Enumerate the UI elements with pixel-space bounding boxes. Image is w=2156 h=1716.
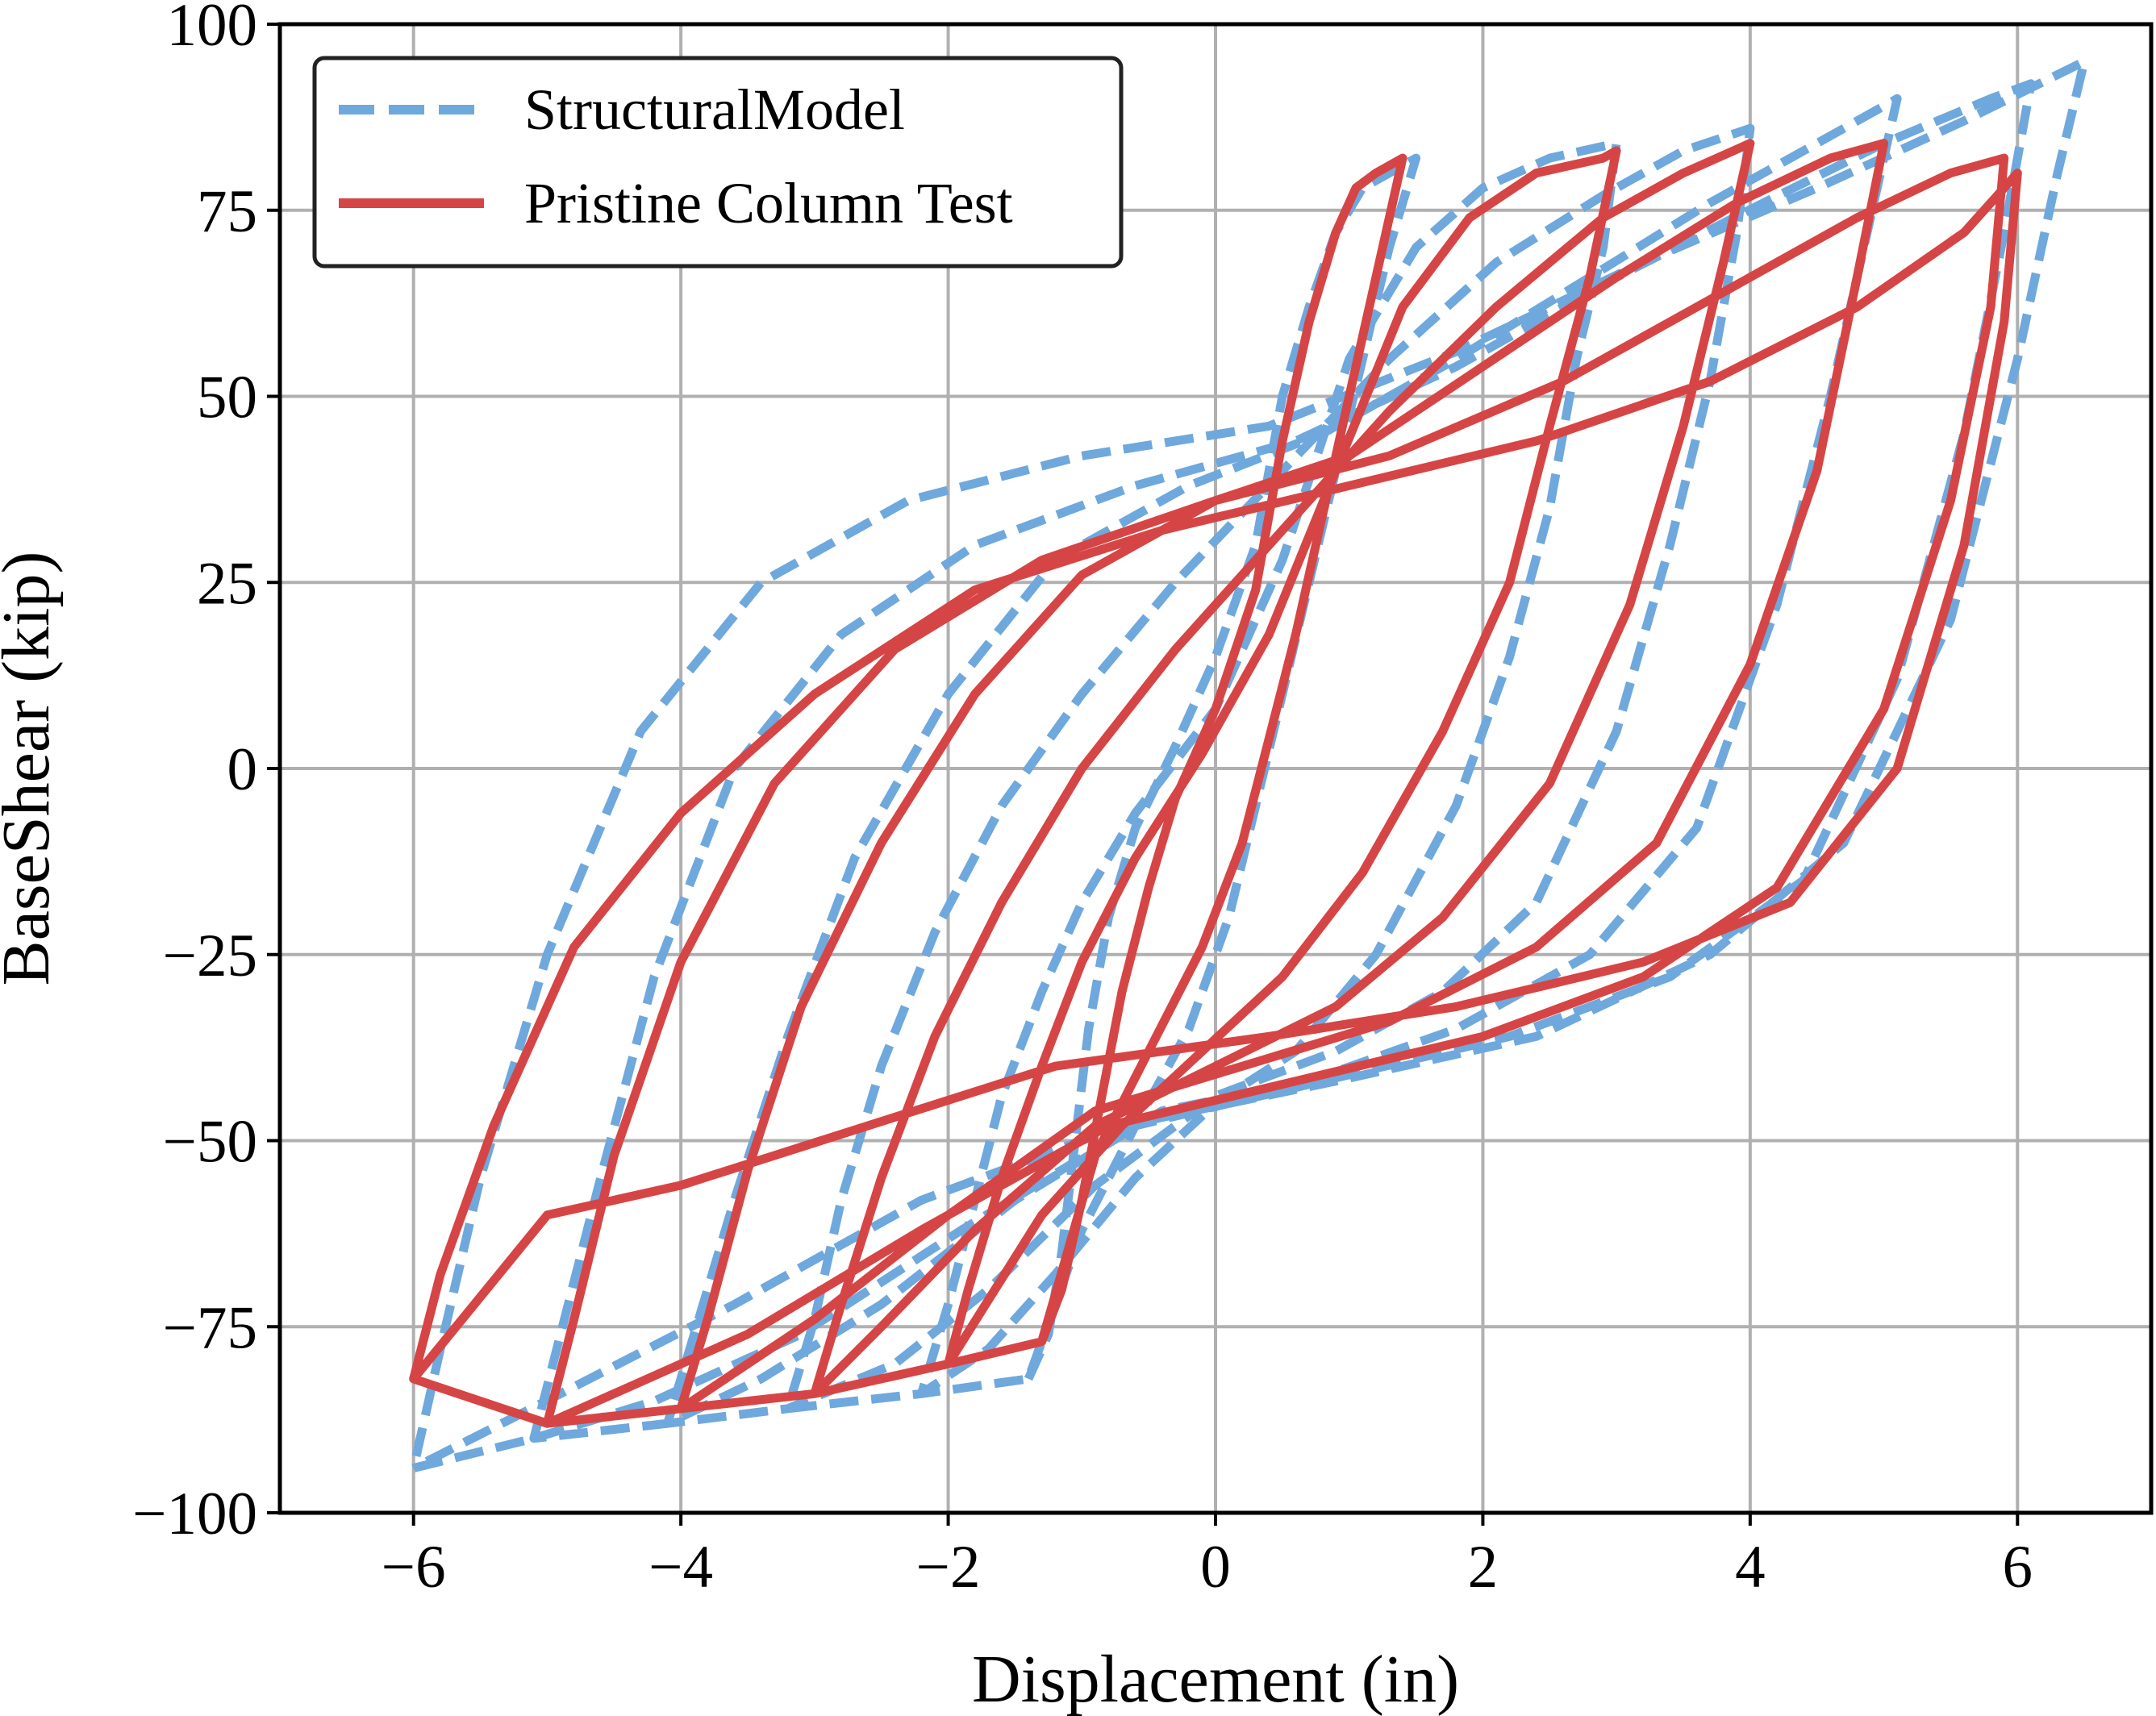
y-tick-label: 50 xyxy=(197,364,257,431)
y-tick-label: 100 xyxy=(167,0,258,59)
y-tick-label: −50 xyxy=(163,1109,257,1176)
x-tick-label: −2 xyxy=(916,1534,981,1601)
x-tick-label: 0 xyxy=(1200,1534,1231,1601)
x-tick-label: −6 xyxy=(382,1534,446,1601)
x-tick-label: 4 xyxy=(1735,1534,1766,1601)
plot-series xyxy=(409,56,2089,1473)
legend-box xyxy=(312,56,1124,269)
x-tick-label: 2 xyxy=(1468,1534,1499,1601)
series-line-pristine-column-test xyxy=(409,139,2022,1428)
y-tick-label: −25 xyxy=(163,923,257,989)
legend: StructuralModel Pristine Column Test xyxy=(312,56,1124,269)
y-axis-title: BaseShear (kip) xyxy=(0,552,64,986)
y-tick-label: 0 xyxy=(227,736,258,803)
y-tick-label: 25 xyxy=(197,550,257,617)
series-line-structuralmodel xyxy=(409,56,2089,1473)
legend-label-pristine-column-test: Pristine Column Test xyxy=(524,171,1013,235)
x-axis-title: Displacement (in) xyxy=(972,1642,1459,1716)
y-tick-label: 75 xyxy=(197,178,257,245)
y-tick-label: −100 xyxy=(132,1481,257,1547)
x-tick-label: −4 xyxy=(648,1534,713,1601)
x-tick-label: 6 xyxy=(2003,1534,2033,1601)
axis-ticks: −6 −4 −2 0 2 4 6 −100 −75 −50 −25 0 25 50 75 100 xyxy=(132,0,2033,1601)
y-tick-label: −75 xyxy=(163,1294,257,1361)
legend-label-structural-model: StructuralModel xyxy=(524,77,905,142)
